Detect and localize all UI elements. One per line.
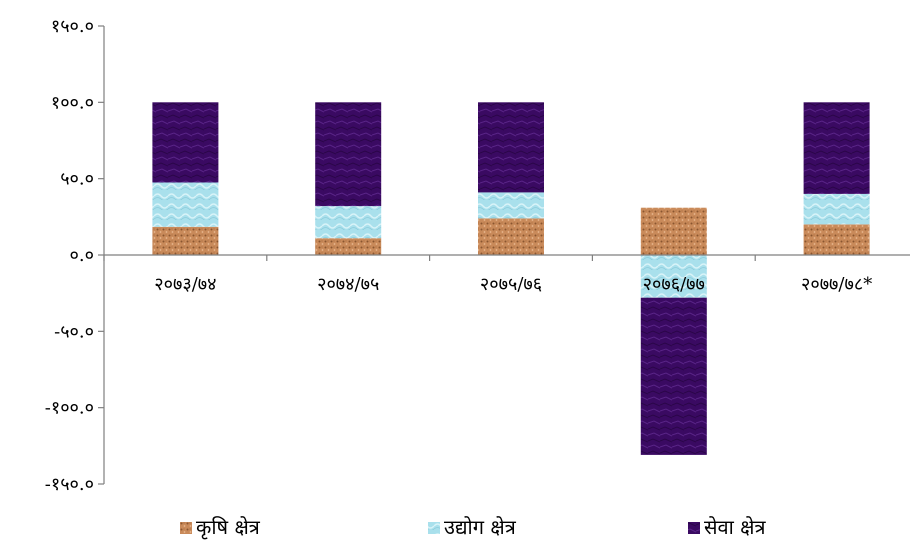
bar-services-2 <box>478 102 544 193</box>
x-tick-label: २०७५/७६ <box>480 274 542 295</box>
axes-layer: १५०.० १००.० ५०.० ०.० -५०.० -१००.० -१५०.० २०७३/७… <box>45 16 910 495</box>
bar-agri-4 <box>803 224 870 255</box>
y-tick-label: १५०.० <box>51 16 94 37</box>
legend-label-industry: उद्योग क्षेत्र <box>444 515 517 539</box>
legend: कृषि क्षेत्र उद्योग क्षेत्र सेवा क्षेत्र <box>180 515 767 540</box>
legend-label-agri: कृषि क्षेत्र <box>196 515 261 540</box>
bars-layer <box>152 102 870 455</box>
x-tick-label: २०७६/७७ <box>643 274 705 295</box>
bar-industry-1 <box>315 206 382 239</box>
legend-label-services: सेवा क्षेत्र <box>704 515 767 539</box>
bar-industry-2 <box>478 192 544 219</box>
x-tick-label: २०७४/७५ <box>317 274 379 295</box>
y-tick-label: -१५०.० <box>45 474 94 495</box>
legend-swatch-industry <box>428 522 440 534</box>
bar-industry-3 <box>640 255 707 298</box>
x-tick-label: २०७३/७४ <box>154 274 216 295</box>
y-tick-label: ५०.० <box>60 169 94 190</box>
y-tick-label: -१००.० <box>45 398 94 419</box>
bar-services-3 <box>640 297 707 455</box>
y-tick-label: १००.० <box>51 92 94 113</box>
legend-swatch-agri <box>180 522 192 534</box>
bar-services-0 <box>152 102 219 183</box>
bar-agri-3 <box>640 207 707 255</box>
bar-agri-2 <box>478 218 544 255</box>
bar-agri-0 <box>152 226 219 255</box>
bar-industry-4 <box>803 193 870 225</box>
bar-services-4 <box>803 102 870 194</box>
bar-agri-1 <box>315 238 382 255</box>
y-tick-label: -५०.० <box>54 321 94 342</box>
legend-swatch-services <box>688 522 700 534</box>
y-tick-label: ०.० <box>70 245 94 266</box>
bar-industry-0 <box>152 182 219 227</box>
x-tick-label: २०७७/७८* <box>801 274 872 295</box>
bar-services-1 <box>315 102 382 207</box>
